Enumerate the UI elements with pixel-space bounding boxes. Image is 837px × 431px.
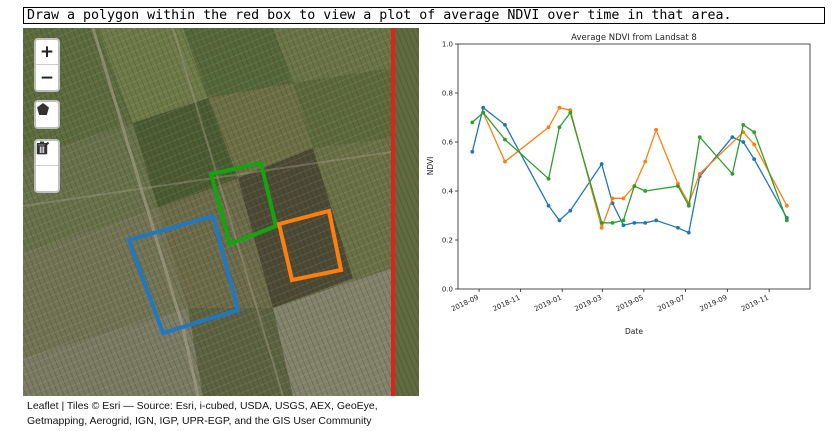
y-axis-label: NDVI	[426, 157, 435, 176]
zoom-out-button[interactable]: −	[39, 67, 55, 88]
series-line	[471, 111, 788, 224]
data-point	[557, 125, 562, 130]
data-point	[697, 135, 702, 139]
data-point	[730, 171, 735, 176]
data-point	[741, 122, 746, 127]
data-point	[741, 140, 746, 144]
data-point	[643, 159, 648, 164]
data-point	[752, 157, 757, 162]
data-point	[621, 218, 626, 223]
data-point	[470, 149, 475, 154]
chart-frame	[457, 43, 811, 290]
trash-icon	[37, 141, 47, 155]
attribution-line-2: Getmapping, Aerogrid, IGN, IGP, UPR-EGP,…	[27, 415, 372, 427]
data-point	[481, 105, 486, 110]
x-tick-label: 2018-11	[492, 294, 522, 314]
edit-toolbar	[34, 139, 60, 193]
series-2	[470, 110, 789, 225]
data-point	[557, 105, 562, 110]
x-tick-label: 2019-05	[615, 294, 645, 314]
zoom-control: + −	[34, 38, 60, 92]
data-point	[470, 120, 475, 125]
data-point	[784, 203, 789, 208]
satellite-map[interactable]: + −	[23, 28, 419, 396]
chart-title: Average NDVI from Landsat 8	[571, 33, 697, 43]
x-tick-label: 2018-09	[450, 294, 480, 314]
data-point	[643, 220, 648, 225]
data-point	[568, 110, 573, 115]
y-tick-label: 0.0	[442, 286, 453, 294]
x-tick-label: 2019-09	[699, 294, 729, 314]
x-tick-label: 2019-01	[533, 294, 563, 314]
data-point	[632, 220, 637, 225]
satellite-imagery[interactable]	[23, 28, 419, 396]
y-tick-label: 0.2	[442, 237, 453, 245]
drawn-polygon-green[interactable]	[208, 160, 279, 247]
data-point	[546, 125, 551, 130]
drawn-polygon-orange[interactable]	[276, 208, 344, 283]
instruction-text: Draw a polygon within the red box to vie…	[23, 7, 825, 24]
data-point	[676, 184, 680, 189]
data-point	[568, 208, 573, 213]
data-point	[546, 176, 551, 181]
data-point	[503, 137, 507, 142]
y-tick-label: 1.0	[442, 41, 453, 49]
x-axis-label: Date	[625, 327, 643, 336]
ndvi-chart: Average NDVI from Landsat 8 0.0 0.2 0.4 0.6…	[426, 33, 811, 336]
data-point	[654, 127, 659, 132]
attribution-line-1: Leaflet | Tiles © Esri — Source: Esri, i…	[27, 400, 378, 412]
data-point	[730, 135, 735, 139]
data-point	[557, 218, 562, 223]
data-point	[676, 225, 680, 230]
draw-polygon-button[interactable]	[36, 102, 58, 127]
series-0	[470, 105, 789, 235]
x-tick-label: 2019-03	[573, 294, 603, 314]
data-point	[686, 203, 691, 208]
y-tick-label: 0.6	[442, 139, 454, 147]
y-tick-label: 0.8	[442, 90, 453, 98]
data-point	[632, 184, 637, 189]
data-point	[599, 225, 604, 230]
map-attribution: Leaflet | Tiles © Esri — Source: Esri, i…	[27, 399, 427, 429]
zoom-in-button[interactable]: +	[36, 40, 58, 65]
data-point	[643, 189, 648, 193]
polygon-icon	[37, 103, 49, 115]
data-point	[503, 122, 507, 127]
data-point	[503, 159, 507, 164]
data-point	[621, 223, 626, 228]
data-point	[599, 220, 604, 225]
data-point	[654, 218, 659, 223]
data-point	[610, 196, 615, 201]
x-tick-label: 2019-07	[656, 294, 686, 314]
y-tick-label: 0.4	[442, 188, 454, 196]
data-point	[610, 220, 615, 225]
data-point	[481, 110, 486, 115]
series-line	[471, 106, 788, 234]
data-point	[697, 171, 702, 176]
data-point	[621, 196, 626, 201]
x-tick-label: 2019-11	[740, 294, 770, 314]
data-point	[546, 203, 551, 208]
data-point	[686, 230, 691, 235]
drawn-polygon-blue[interactable]	[126, 213, 241, 336]
data-point	[752, 142, 757, 147]
data-point	[752, 130, 757, 135]
delete-layers-button[interactable]	[36, 141, 58, 191]
draw-toolbar	[34, 100, 60, 129]
data-point	[784, 218, 789, 223]
data-point	[599, 162, 604, 166]
